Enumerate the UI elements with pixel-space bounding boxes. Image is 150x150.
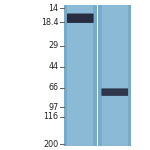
- Bar: [128, 4, 131, 146]
- Text: 14: 14: [48, 4, 58, 13]
- Text: 18.4: 18.4: [41, 18, 58, 27]
- Text: 44: 44: [48, 62, 58, 71]
- Text: 200: 200: [43, 140, 58, 149]
- Text: 66: 66: [48, 83, 58, 92]
- Text: 116: 116: [44, 112, 59, 121]
- Bar: [93, 4, 97, 146]
- Bar: [98, 4, 131, 146]
- Text: 29: 29: [48, 41, 59, 50]
- Bar: [64, 4, 97, 146]
- FancyBboxPatch shape: [67, 14, 94, 23]
- FancyBboxPatch shape: [101, 88, 128, 96]
- Bar: [98, 4, 102, 146]
- Text: 97: 97: [48, 103, 59, 112]
- Bar: [64, 4, 67, 146]
